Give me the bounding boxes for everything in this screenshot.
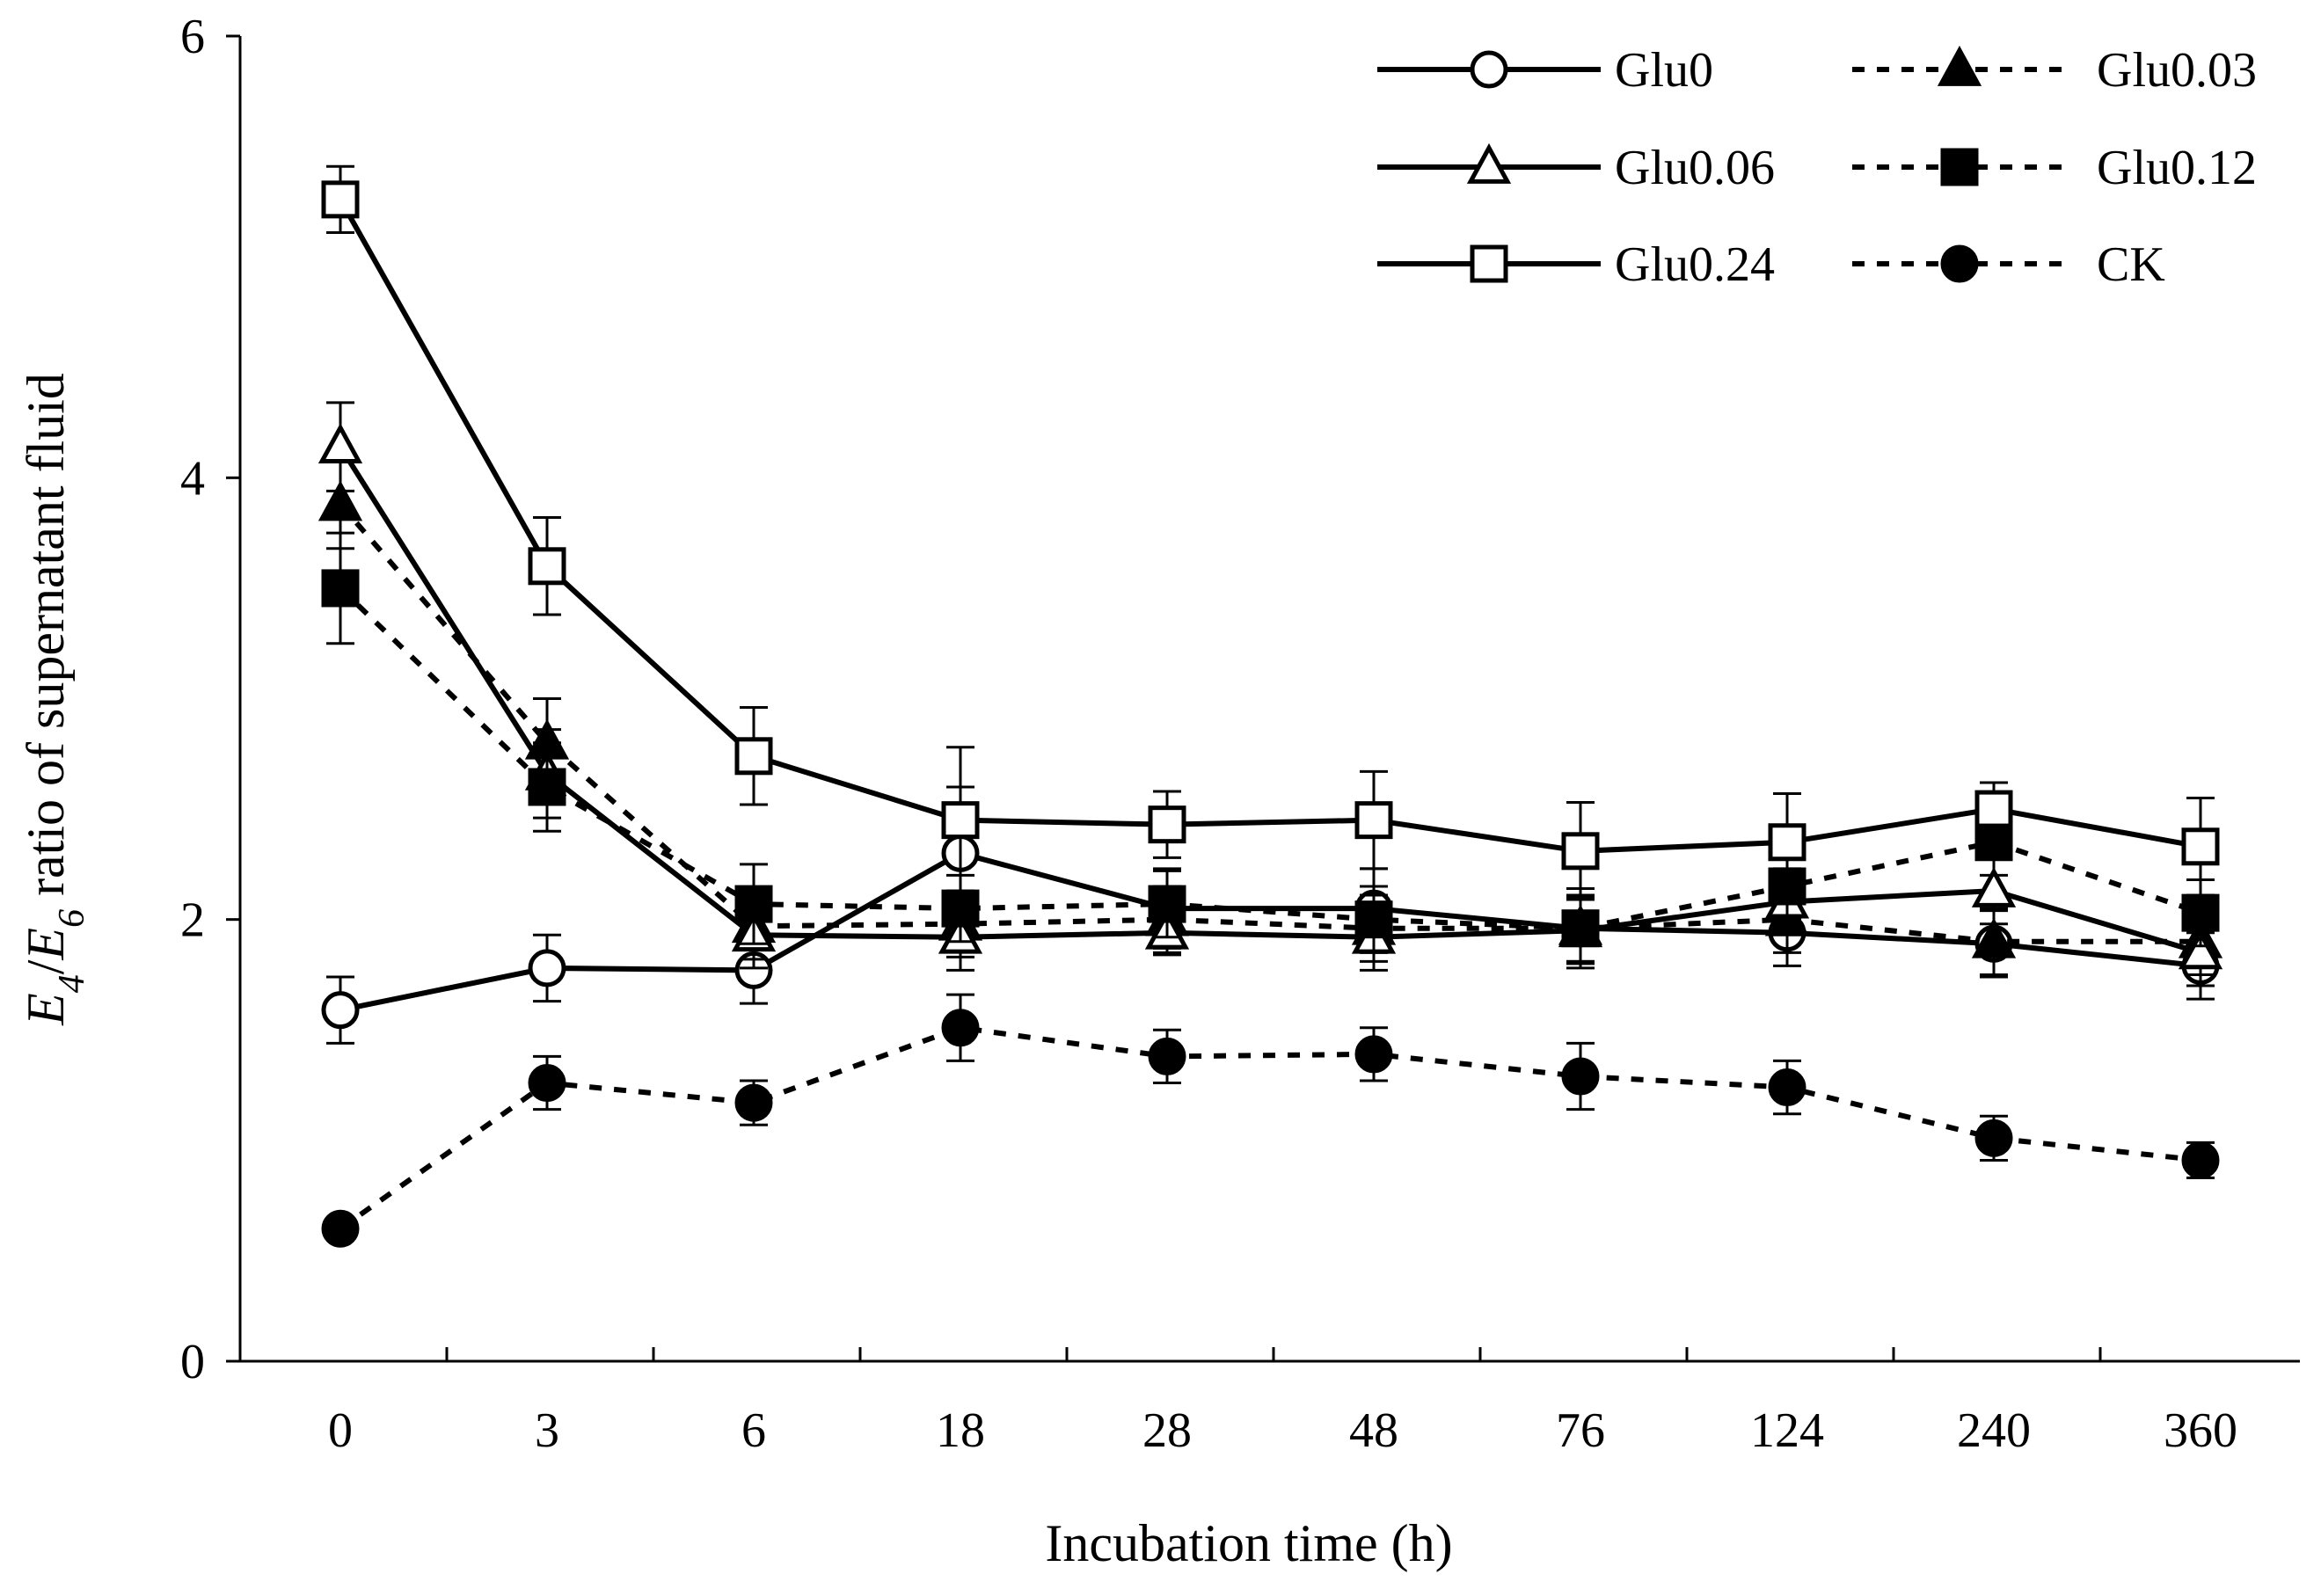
data-point-glu0-24: [1354, 801, 1393, 840]
data-point-glu0: [321, 991, 360, 1030]
legend-marker-glu0: [1470, 50, 1508, 89]
x-tick-label: 28: [1142, 1403, 1192, 1458]
legend-label: Glu0: [1615, 43, 1713, 98]
data-point-glu0-24: [941, 801, 980, 840]
data-point-ck: [734, 1083, 773, 1122]
y-tick-label: 4: [180, 451, 205, 506]
data-point-glu0-06: [317, 423, 363, 464]
series-line-glu0-03: [338, 502, 2201, 944]
x-tick-label: 18: [936, 1403, 985, 1458]
data-point-ck: [321, 1209, 360, 1248]
data-point-glu0-12: [734, 885, 773, 923]
legend-label: CK: [2097, 237, 2165, 292]
y-title-e6: E: [17, 928, 75, 961]
series-line-glu0-24: [338, 198, 2201, 854]
series-line-glu0: [339, 850, 2201, 1013]
x-tick-label: 0: [328, 1403, 353, 1458]
series-glu0: [321, 785, 2220, 1045]
legend-label: Glu0.06: [1615, 141, 1775, 195]
data-point-glu0-24: [1974, 790, 2013, 828]
data-point-ck: [1354, 1035, 1393, 1074]
x-tick-label: 3: [535, 1403, 559, 1458]
data-point-glu0-24: [1148, 805, 1186, 844]
y-ticks: 0 2 4 6: [180, 10, 240, 1389]
legend-entry-ck: CK: [1852, 237, 2165, 292]
x-tick-label: 240: [1957, 1403, 2031, 1458]
x-tick-label: 360: [2164, 1403, 2237, 1458]
data-point-glu0-12: [528, 768, 566, 806]
y-title-sub4: 4: [52, 974, 92, 993]
data-point-ck: [1974, 1119, 2013, 1157]
legend-entry-glu0-06: Glu0.06: [1377, 141, 1775, 195]
legend-marker-ck: [1940, 244, 1979, 283]
data-point-ck: [2181, 1141, 2220, 1179]
legend-label: Glu0.03: [2097, 43, 2257, 98]
legend-entry-glu0: Glu0: [1377, 43, 1713, 98]
axes: [238, 36, 2300, 1363]
data-point-glu0-06: [2178, 929, 2223, 970]
series-glu0-03: [317, 458, 2223, 976]
data-point-ck: [1768, 1068, 1806, 1107]
y-title-rest: ratio of supernatant fluid: [17, 373, 75, 909]
series-line-glu0-06: [338, 445, 2201, 956]
data-point-glu0-12: [1354, 900, 1393, 939]
legend-entry-glu0-12: Glu0.12: [1852, 141, 2257, 195]
data-point-ck: [1561, 1057, 1600, 1096]
legend-entry-glu0-24: Glu0.24: [1377, 237, 1775, 292]
x-tick-label: 48: [1349, 1403, 1398, 1458]
legend-marker-glu0-06: [1466, 142, 1512, 184]
y-title-slash: /: [17, 959, 75, 974]
y-title-sub6: 6: [52, 909, 92, 928]
y-tick-label: 2: [180, 893, 205, 948]
y-tick-label: 6: [180, 10, 205, 64]
x-tick-label: 124: [1750, 1403, 1824, 1458]
x-axis-title: Incubation time (h): [1045, 1514, 1452, 1572]
data-point-glu0-12: [1561, 909, 1600, 948]
series-line-glu0-12: [338, 586, 2201, 931]
legend-label: Glu0.12: [2097, 141, 2257, 195]
data-point-glu0-24: [528, 547, 566, 586]
data-point-glu0-03: [317, 480, 363, 521]
data-point-glu0-12: [941, 889, 980, 928]
x-tick-label: 6: [741, 1403, 766, 1458]
legend-marker-glu0-24: [1470, 244, 1508, 283]
data-point-ck: [528, 1064, 566, 1103]
data-point-glu0-12: [2181, 893, 2220, 932]
series-ck: [321, 993, 2220, 1248]
legend: Glu0 Glu0.03 Glu0.06 Glu0.12 Glu0.24 CK: [1377, 43, 2257, 292]
series: [317, 164, 2223, 1248]
data-point-glu0-24: [1561, 832, 1600, 871]
data-point-glu0-12: [1148, 885, 1186, 923]
data-point-glu0-24: [734, 737, 773, 776]
legend-entry-glu0-03: Glu0.03: [1852, 43, 2257, 98]
x-tick-label: 76: [1556, 1403, 1605, 1458]
y-tick-label: 0: [180, 1335, 205, 1389]
data-point-glu0-03: [1971, 917, 2017, 958]
series-glu0-06: [317, 401, 2223, 987]
legend-marker-glu0-12: [1940, 148, 1979, 186]
data-point-glu0-06: [1971, 866, 2017, 907]
data-point-glu0-24: [2181, 827, 2220, 866]
data-point-glu0-24: [1768, 823, 1806, 862]
legend-label: Glu0.24: [1615, 237, 1775, 292]
series-line-ck: [339, 1024, 2201, 1231]
y-axis-title: E4/E6 ratio of supernatant fluid: [17, 373, 92, 1026]
data-point-glu0: [528, 949, 566, 987]
x-ticks: 0 3 6 18 28 48 76 124 240 360: [328, 1347, 2237, 1458]
legend-marker-glu0-03: [1937, 45, 1982, 86]
y-title-e4: E: [17, 993, 75, 1026]
data-point-ck: [941, 1009, 980, 1047]
data-point-glu0-12: [321, 569, 360, 608]
series-glu0-12: [321, 531, 2220, 963]
data-point-glu0-24: [321, 180, 360, 219]
series-glu0-24: [321, 164, 2220, 901]
data-point-ck: [1148, 1037, 1186, 1075]
